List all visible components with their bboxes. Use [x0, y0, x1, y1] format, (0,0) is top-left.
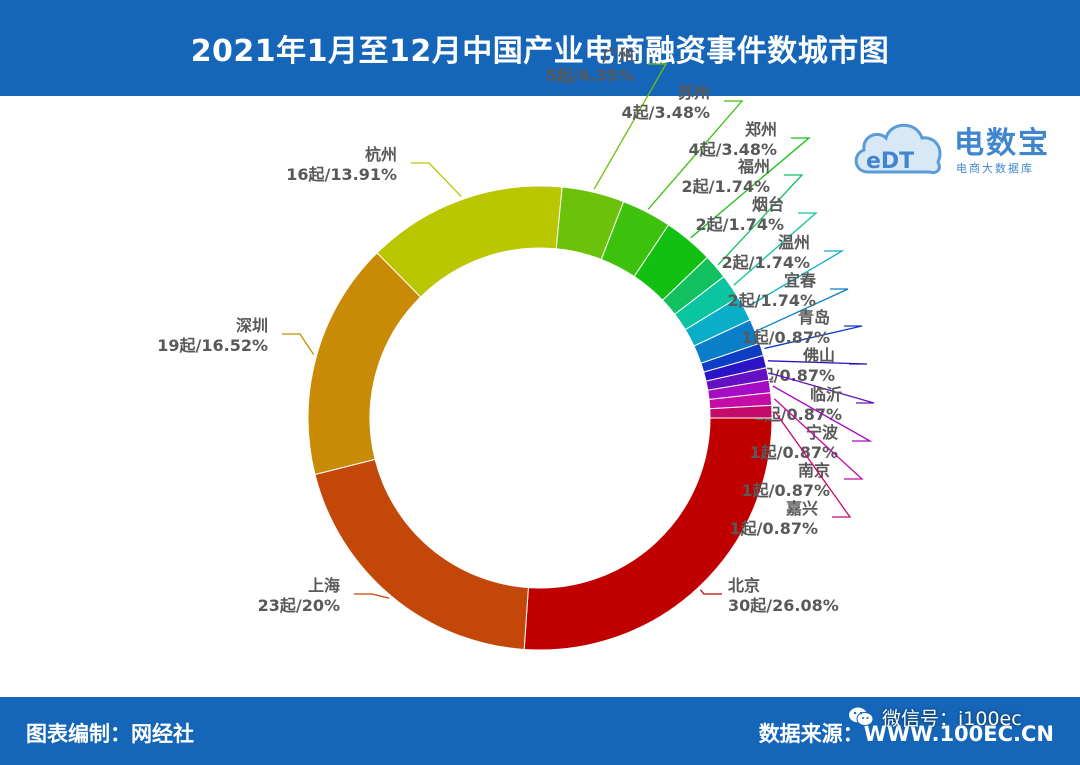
slice-label-name-4: 广州: [602, 46, 634, 65]
slice-label-name-13: 临沂: [810, 385, 842, 404]
leader-line-14: [772, 385, 873, 442]
donut-slice-1: [314, 458, 529, 650]
leader-line-4: [593, 63, 668, 190]
slice-label-name-15: 南京: [798, 461, 830, 480]
donut-slice-3: [376, 185, 563, 298]
wechat-id: 微信号：i100ec: [882, 707, 1022, 730]
leader-line-16: [774, 411, 852, 518]
slice-label-name-6: 郑州: [745, 120, 777, 139]
brand-logo: eDT 电数宝 电商大数据库: [850, 110, 1050, 185]
slice-label-value-3: 16起/13.91%: [286, 165, 397, 184]
slice-label-value-13: 1起/0.87%: [754, 405, 843, 424]
slice-label-value-5: 4起/3.48%: [622, 103, 711, 122]
leader-line-7: [717, 174, 804, 266]
donut-slice-2: [307, 252, 422, 476]
slice-label-value-15: 1起/0.87%: [742, 481, 831, 500]
slice-label-name-5: 苏州: [678, 83, 710, 102]
leader-line-10: [757, 288, 849, 331]
wechat-icon: [849, 707, 874, 726]
slice-label-value-2: 19起/16.52%: [157, 336, 268, 355]
slice-label-name-12: 佛山: [802, 346, 835, 365]
slice-label-value-4: 5起/4.35%: [546, 66, 635, 85]
slice-label-name-8: 烟台: [752, 195, 784, 214]
slice-label-value-16: 1起/0.87%: [730, 519, 819, 538]
slice-label-name-11: 青岛: [798, 308, 830, 327]
header-bar: 2021年1月至12月中国产业电商融资事件数城市图: [0, 0, 1080, 96]
logo-mark-text: eDT: [866, 149, 914, 174]
leader-line-9: [746, 250, 845, 308]
wechat-watermark: 微信号：i100ec: [848, 702, 1022, 732]
slice-label-value-9: 2起/1.74%: [722, 253, 811, 272]
slice-label-value-1: 23起/20%: [258, 596, 340, 615]
slice-label-name-7: 福州: [737, 157, 770, 176]
slice-label-value-10: 2起/1.74%: [728, 291, 817, 310]
leader-line-3: [411, 162, 462, 198]
footer-source: 数据来源：WWW.100EC.CN: [758, 722, 1054, 746]
slice-label-value-6: 4起/3.48%: [689, 140, 778, 159]
leader-line-0: [699, 589, 722, 595]
slice-label-name-1: 上海: [308, 576, 340, 595]
leader-line-12: [767, 360, 868, 365]
slice-label-value-14: 1起/0.87%: [750, 443, 839, 462]
cloud-logo-icon: eDT: [854, 123, 942, 174]
leader-line-11: [764, 325, 863, 350]
leader-line-2: [282, 333, 315, 355]
slice-label-name-0: 北京: [728, 576, 760, 595]
slice-label-value-0: 30起/26.08%: [728, 596, 839, 615]
footer-credit: 图表编制：网经社: [26, 722, 194, 746]
footer-bar: 图表编制：网经社 数据来源：WWW.100EC.CN: [0, 697, 1080, 765]
slice-label-name-16: 嘉兴: [785, 499, 818, 518]
leader-line-8: [733, 212, 818, 286]
leader-line-15: [773, 398, 864, 480]
logo-subtitle: 电商大数据库: [956, 162, 1034, 175]
leader-line-1: [354, 593, 390, 599]
logo-name: 电数宝: [954, 126, 1050, 161]
slice-label-name-9: 温州: [777, 233, 810, 252]
slice-label-value-8: 2起/1.74%: [696, 215, 785, 234]
leader-line-13: [770, 372, 875, 404]
donut-slice-16: [709, 404, 773, 419]
leader-line-6: [690, 137, 811, 239]
slice-label-value-7: 2起/1.74%: [682, 177, 771, 196]
slice-label-value-11: 1起/0.87%: [742, 328, 831, 347]
slice-label-name-14: 宁波: [806, 423, 839, 442]
slice-label-name-3: 杭州: [365, 145, 397, 164]
chart-title: 2021年1月至12月中国产业电商融资事件数城市图: [190, 34, 890, 69]
leader-line-5: [647, 100, 744, 210]
slice-label-name-2: 深圳: [236, 316, 268, 335]
slice-label-name-10: 宜春: [784, 271, 817, 290]
